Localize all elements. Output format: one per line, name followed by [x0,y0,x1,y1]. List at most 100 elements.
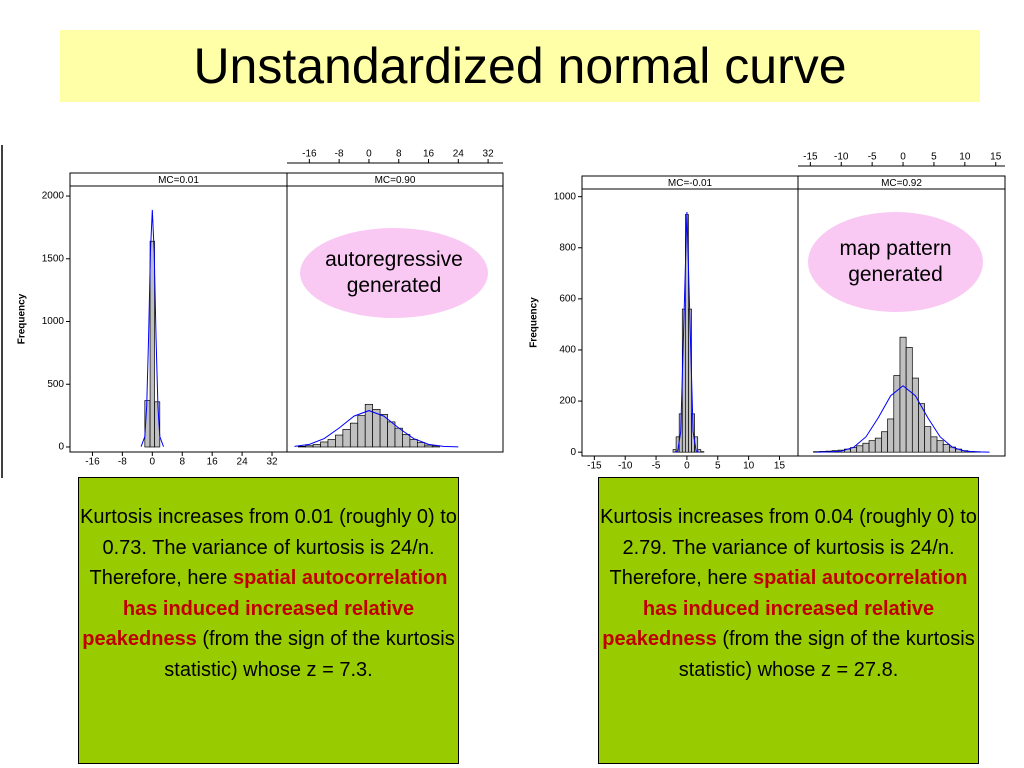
bar [862,442,870,453]
x-tick-label: 5 [715,461,721,472]
bar [305,445,314,448]
bar [911,377,919,453]
y-tick-label: 400 [559,345,576,356]
x-tick-label: 16 [207,457,219,468]
bar [942,444,950,453]
bar [905,347,913,453]
y-tick-label: 800 [559,242,576,253]
x-tick-label: 8 [179,457,185,468]
bar [149,240,155,448]
normal-curve [294,410,459,448]
x-tick-label: 15 [774,461,786,472]
x-tick-label: -16 [85,457,100,468]
x-tick-label: -5 [652,461,661,472]
x-tick-label: -8 [118,457,127,468]
x-tick-label: 0 [684,461,690,472]
normal-curve [674,211,700,453]
bar [387,421,396,448]
bar [431,445,441,448]
x-tick-label: 0 [150,457,156,468]
oval-text: autoregressive generated [325,248,463,297]
bar [924,426,932,453]
x-tick-label: 0 [900,152,906,163]
bar [297,446,306,448]
plot-frame [286,185,504,453]
bar [379,414,388,448]
x-tick-label: 10 [743,461,755,472]
bar [327,439,336,448]
bar [342,429,351,448]
x-tick-label: 5 [931,152,937,163]
bar [357,415,366,448]
panel-label: MC=-0.01 [668,178,713,189]
x-tick-label: 24 [237,457,249,468]
bar [335,434,344,448]
bar [874,437,882,453]
y-tick-label: 2000 [42,191,65,202]
x-tick-label: -16 [302,149,317,160]
bar [868,440,876,453]
y-tick-label: 1000 [554,191,577,202]
y-axis-title: Frequency [17,293,28,344]
bar [930,436,938,453]
x-tick-label: -5 [868,152,877,163]
y-tick-label: 0 [58,442,64,453]
x-tick-label: -8 [335,149,344,160]
bar [409,439,418,448]
box-tail: (from the sign of the kurtosis statistic… [164,628,455,681]
bar [899,336,907,453]
x-tick-label: 32 [483,149,495,160]
x-tick-label: -15 [587,461,602,472]
x-tick-label: 10 [959,152,971,163]
x-tick-label: 16 [423,149,435,160]
bar [856,445,864,453]
bar [881,431,888,453]
y-tick-label: 1000 [42,316,65,327]
bar [887,418,895,453]
bar [349,422,359,448]
bar [312,444,321,448]
x-tick-label: -15 [803,152,818,163]
slide-title: Unstandardized normal curve [60,30,980,102]
box-tail: (from the sign of the kurtosis statistic… [678,628,975,681]
box-intro: Kurtosis increases from 0.04 (roughly 0)… [600,506,977,559]
plot-frame [69,185,288,453]
y-tick-label: 0 [570,447,576,458]
box-emphasis: spatial autocorrelation has induced incr… [602,567,968,650]
box-lead: Therefore, here [609,567,748,589]
x-tick-label: 0 [366,149,372,160]
normal-curve [816,385,990,453]
bar [320,441,329,448]
text-box: Kurtosis increases from 0.04 (roughly 0)… [598,477,979,764]
panel-label: MC=0.90 [375,175,416,186]
normal-curve [140,209,165,447]
panel-label: MC=0.01 [158,175,199,186]
y-axis-title: Frequency [529,297,540,348]
bar [372,408,381,448]
bar [424,444,433,448]
y-tick-label: 500 [47,379,64,390]
x-tick-label: 32 [266,457,278,468]
box-emphasis: spatial autocorrelation has induced incr… [82,567,448,650]
x-tick-label: 24 [453,149,465,160]
bar [402,434,411,448]
bar [893,375,901,453]
oval-text: map pattern generated [839,237,952,286]
box-intro: Kurtosis increases from 0.01 (roughly 0)… [80,506,457,559]
box-lead: Therefore, here [89,567,228,589]
oval-note: map pattern generated [808,212,983,312]
bar [394,427,403,448]
bar [936,440,944,453]
bar [416,442,426,448]
y-tick-label: 1500 [42,253,65,264]
text-box: Kurtosis increases from 0.01 (roughly 0)… [78,477,459,764]
x-tick-label: 8 [396,149,402,160]
bar [700,451,705,453]
panel-label: MC=0.92 [881,178,922,189]
panel-strip [286,172,504,187]
y-tick-label: 600 [559,294,576,305]
x-tick-label: -10 [834,152,849,163]
x-tick-label: -10 [618,461,633,472]
oval-note: autoregressive generated [300,228,488,318]
